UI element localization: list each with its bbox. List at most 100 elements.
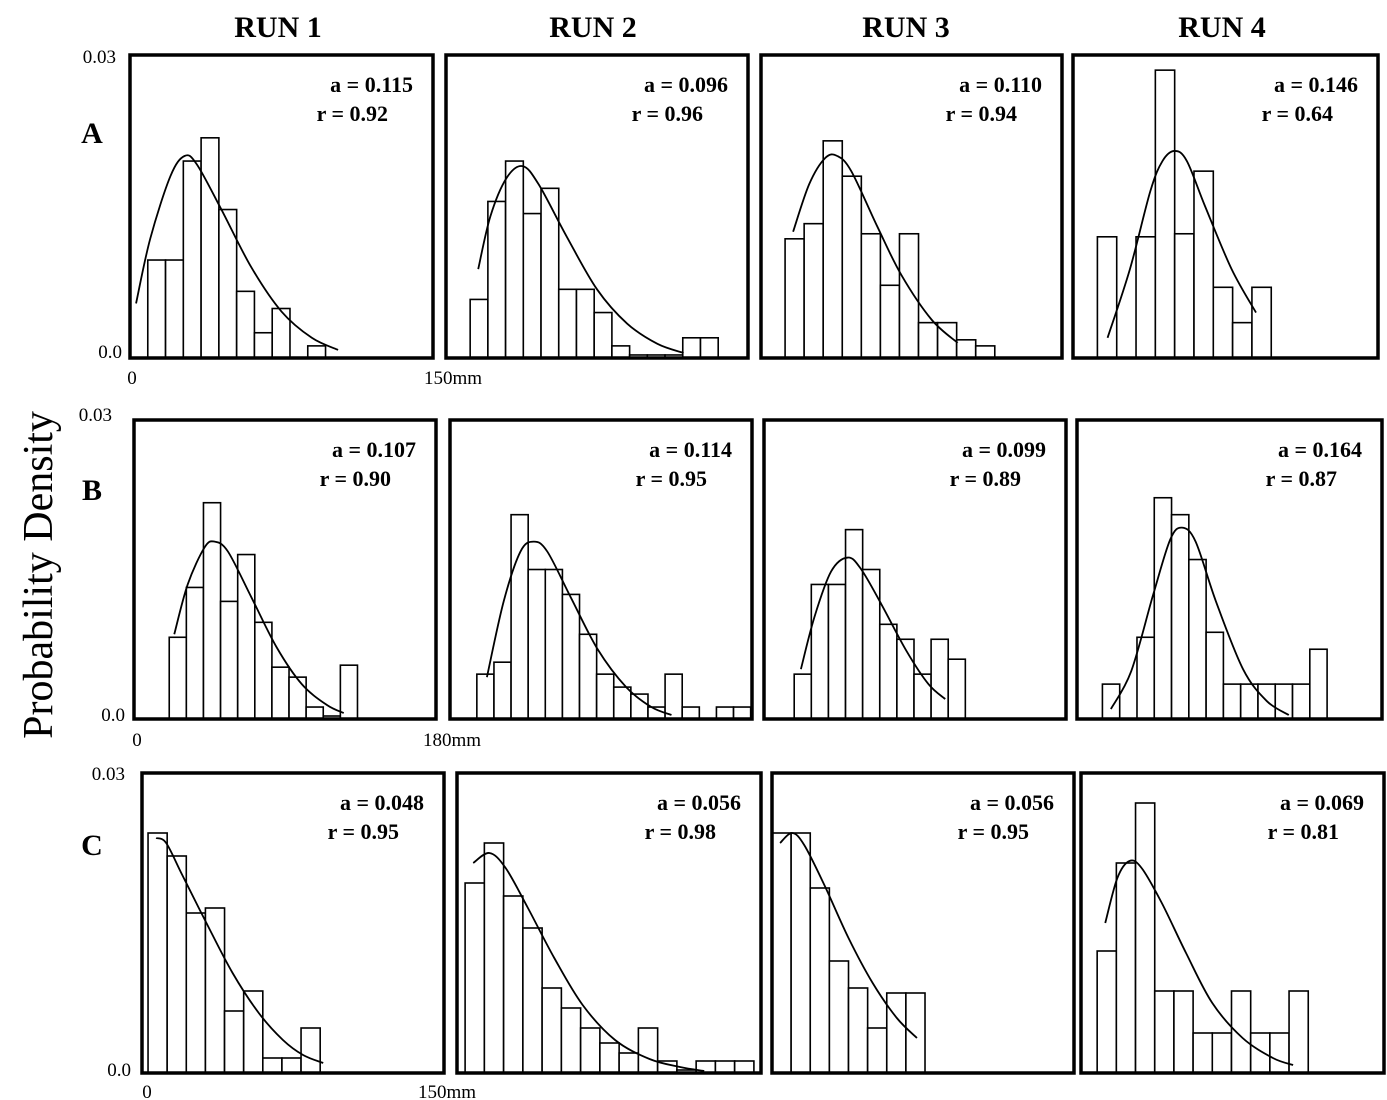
histogram-bar [200,137,220,359]
panel-frame [444,53,750,360]
histogram-bar [809,887,831,1074]
row-a-y-min-tick: 0.0 [98,342,122,363]
panel-c-run-3: a = 0.056 r = 0.95 [770,771,1076,1075]
histogram-bar [164,259,185,359]
row-b-x-min-tick: 0 [132,730,142,751]
panel-frame [1079,771,1386,1075]
histogram-bar [469,298,489,359]
column-header-run-2: RUN 2 [549,11,637,44]
histogram-bar [1231,321,1253,359]
panel-frame [128,53,435,360]
histogram-bar [235,290,256,359]
histogram-bar [182,160,202,359]
panel-frame [140,771,446,1075]
histogram-bar [527,568,547,720]
panel-c-run-2: a = 0.056 r = 0.98 [455,771,763,1075]
histogram-bar [1154,69,1176,359]
histogram-bar [578,633,598,720]
histogram-bar [579,1027,601,1074]
fitted-curve [472,852,705,1072]
histogram-bar [483,842,505,1074]
column-header-run-4: RUN 4 [1178,11,1266,44]
histogram-bar [204,907,226,1074]
panel-frame [770,771,1076,1075]
histogram-bar [1212,286,1234,359]
histogram-bar [878,623,898,720]
histogram-bar [896,638,915,720]
y-axis-label: Probability Density [16,411,62,739]
histogram-bar [557,288,578,359]
histogram-bar [476,673,495,720]
histogram-bar [947,658,967,720]
annotation-a: a = 0.056 [970,790,1054,815]
panel-b-run-1: a = 0.107 r = 0.90 [132,418,438,721]
fitted-curve [1104,859,1294,1066]
histogram-bar [810,583,830,720]
row-label-a: A [81,117,103,150]
histogram-bar [223,1010,245,1074]
row-a-y-max-tick: 0.03 [83,47,116,68]
histogram-bar [1101,683,1121,720]
histogram-bar [522,927,543,1074]
histogram-bar [860,232,882,359]
annotation-r: r = 0.98 [645,819,716,844]
histogram-bar [504,160,525,359]
histogram-bar [828,960,850,1074]
histogram-bar [611,345,631,359]
annotation-a: a = 0.146 [1274,72,1358,97]
histogram-bar [841,175,863,359]
histogram-bar [305,706,325,720]
histogram-bar [1192,1032,1214,1074]
row-b-x-max-tick: 180mm [423,730,481,751]
panel-frame [132,418,438,721]
histogram-bar [1291,683,1311,720]
histogram-bar [202,501,222,720]
histogram-bar [681,706,701,720]
histogram-bar [695,1060,717,1074]
row-c-y-max-tick: 0.03 [92,764,125,785]
histogram-bar [493,661,512,720]
histogram-bar [681,336,702,359]
annotation-r: r = 0.89 [950,466,1021,491]
histogram-bar [339,664,359,720]
histogram-bar [544,568,564,720]
histogram-bar [1136,636,1156,720]
annotation-r: r = 0.92 [317,101,388,126]
histogram-bar [271,307,291,359]
histogram-bar [281,1057,302,1074]
histogram-bar [253,331,274,359]
histogram-bar [1115,862,1137,1074]
panel-b-run-3: a = 0.099 r = 0.89 [762,418,1068,721]
histogram-bar [784,238,805,359]
histogram-bar [306,345,327,359]
histogram-bar [664,673,684,720]
annotation-r: r = 0.95 [328,819,399,844]
histogram-bar [1153,496,1173,720]
row-label-c: C [81,829,103,862]
panel-a-run-1: a = 0.115 r = 0.92 [128,53,435,360]
histogram-bar [1188,558,1207,720]
histogram-bar [1173,232,1195,359]
histogram-bar [771,832,792,1074]
histogram-bar [715,706,735,720]
histogram-bar [699,336,720,359]
histogram-bar [790,832,812,1074]
histogram-bar [300,1027,321,1074]
histogram-bar [847,987,869,1074]
histogram-bar [917,321,939,359]
panel-frame [762,418,1068,721]
row-c-x-max-tick: 150mm [418,1082,476,1100]
histogram-bar [827,583,847,720]
histogram-bar [595,673,615,720]
histogram-bar [1193,170,1215,359]
histogram-bar [732,706,752,720]
fitted-curve [173,540,345,714]
histogram-bar [898,232,920,359]
histogram-bar [147,832,168,1074]
row-b-y-max-tick: 0.03 [79,405,112,426]
fitted-curve [800,556,946,700]
panel-b-run-2: a = 0.114 r = 0.95 [448,418,754,721]
histogram-bar [502,895,524,1074]
fitted-curve [486,540,672,716]
